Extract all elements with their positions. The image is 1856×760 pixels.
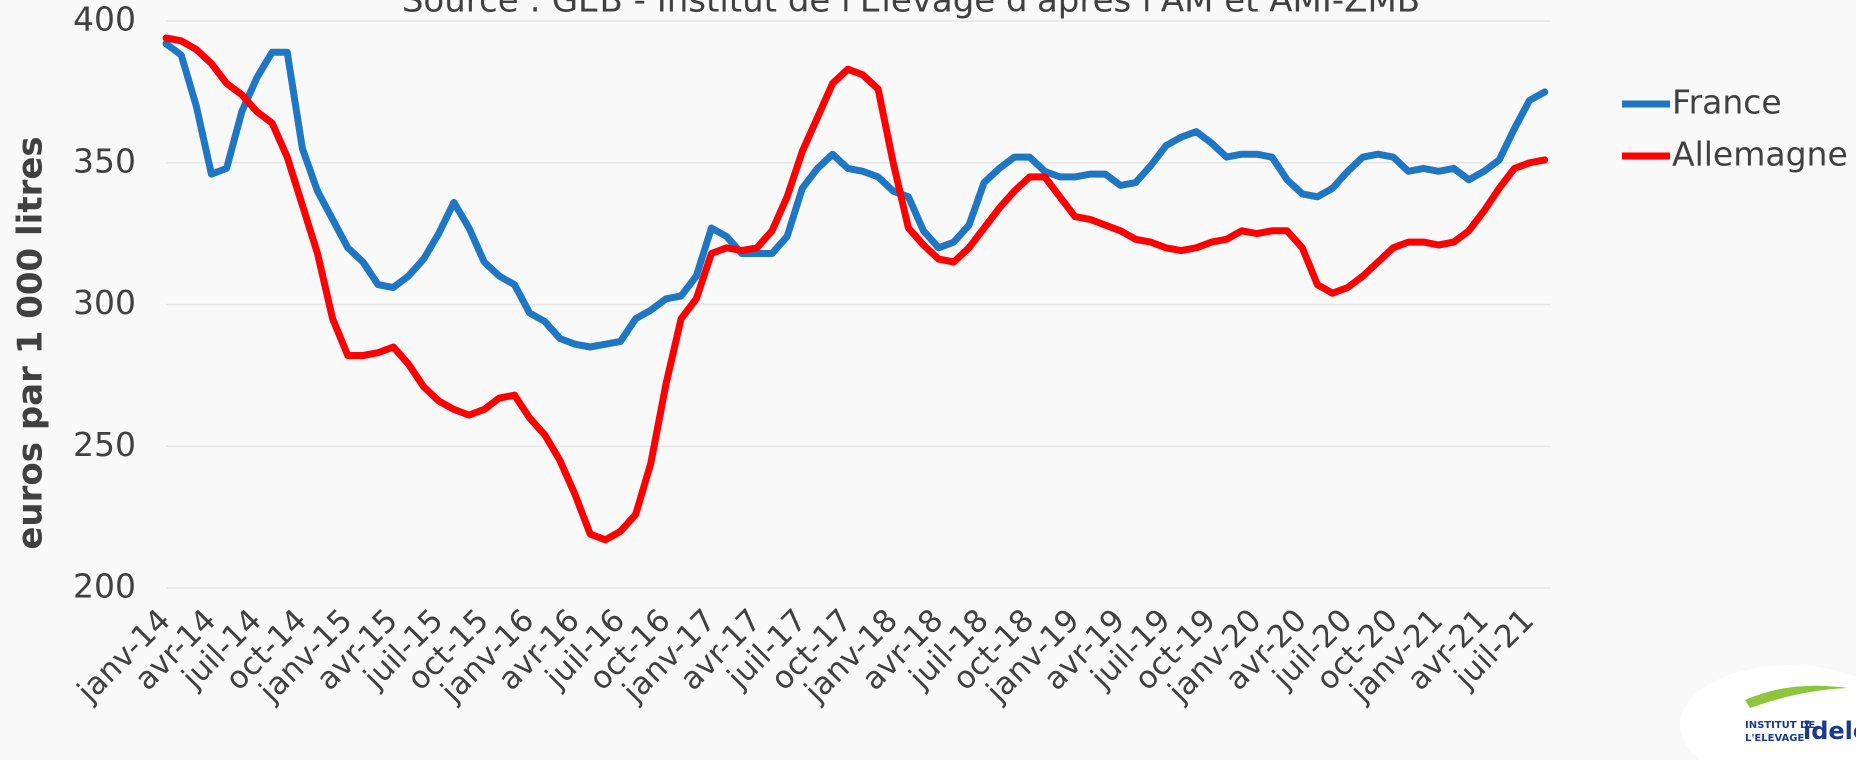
legend-label: Allemagne [1672,135,1848,174]
logo-text: INSTITUT DE [1745,720,1815,731]
line-series [162,34,1549,544]
y-tick-label: 250 [73,425,136,464]
logo-swoosh [1745,685,1848,708]
logo-text: L'ELEVAGE [1745,733,1804,744]
y-tick-label: 350 [73,141,136,180]
y-axis-label: euros par 1 000 litres [11,136,51,549]
logo: INSTITUT DE L'ELEVAGE idele [1680,665,1856,760]
chart-subtitle: Source : GEB - Institut de l'Elevage d'a… [402,0,1420,21]
logo-background [1680,665,1856,760]
logo-brand: idele [1803,717,1856,745]
y-tick-label: 300 [73,283,136,322]
y-tick-label: 200 [73,567,136,606]
legend-label: France [1672,83,1782,122]
line-series [162,40,1549,351]
y-tick-label: 400 [73,0,136,39]
